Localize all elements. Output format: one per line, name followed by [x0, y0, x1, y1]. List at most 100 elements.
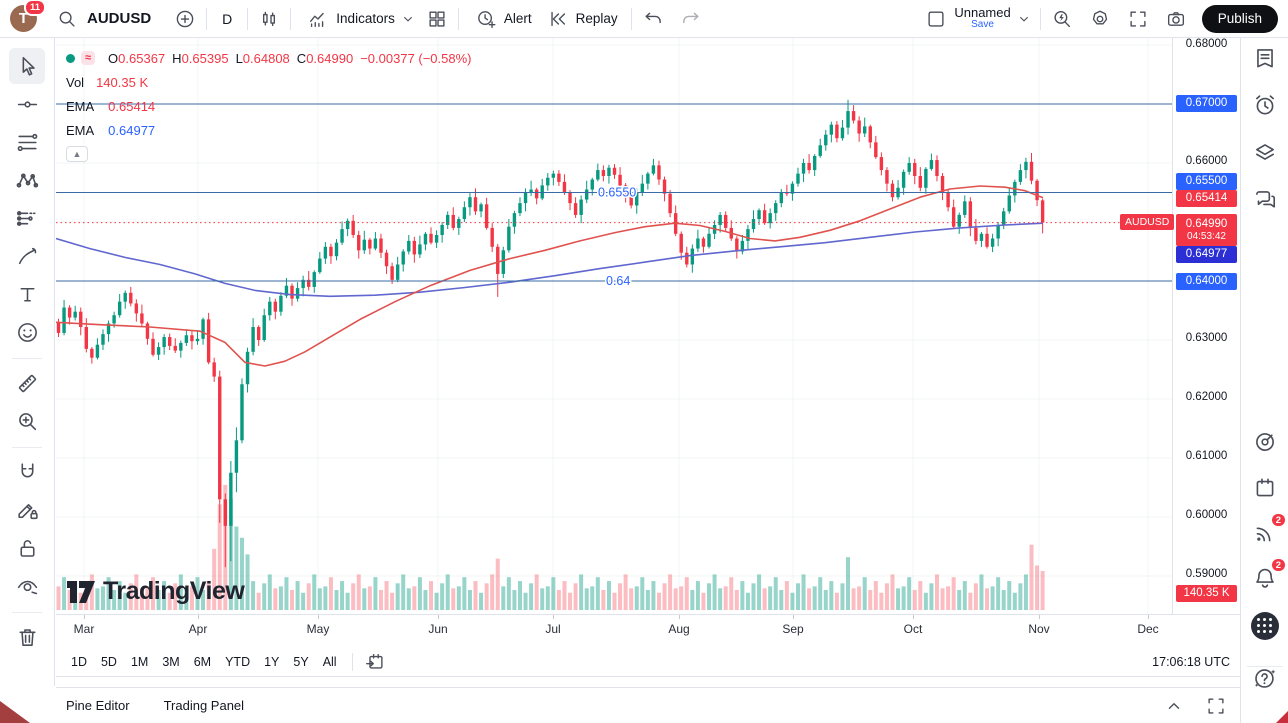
- redo-icon[interactable]: [677, 5, 705, 33]
- panel-collapse-icon[interactable]: [1160, 692, 1188, 720]
- range-button-3M[interactable]: 3M: [162, 654, 180, 669]
- panel-maximize-icon[interactable]: [1202, 692, 1230, 720]
- publish-button[interactable]: Publish: [1201, 4, 1278, 33]
- time-axis[interactable]: Mar Apr May Jun Jul Aug Sep Oct Nov Dec: [56, 614, 1240, 647]
- trend-line-tool[interactable]: [9, 86, 45, 122]
- snapshot-camera-icon[interactable]: [1162, 5, 1190, 33]
- ema-slow-legend-row[interactable]: EMA 0.64977: [66, 120, 472, 140]
- settings-gear-icon[interactable]: [1086, 5, 1114, 33]
- screener-icon[interactable]: [1251, 428, 1279, 456]
- month-tick: [318, 615, 319, 619]
- save-label: Save: [971, 19, 994, 31]
- delayed-data-icon: ≈: [81, 51, 96, 65]
- replay-button[interactable]: Replay: [538, 4, 624, 34]
- range-button-5D[interactable]: 5D: [100, 654, 117, 669]
- symbol-label: AUDUSD: [87, 10, 152, 27]
- price-badge: 0.67000: [1176, 94, 1237, 112]
- feed-icon[interactable]: 2: [1251, 514, 1285, 547]
- series-legend-row[interactable]: ≈ O0.65367 H0.65395 L0.64808 C0.64990 −0.003…: [66, 48, 472, 68]
- symbol-price-tag: AUDUSD: [1120, 214, 1175, 230]
- fullscreen-icon[interactable]: [1124, 5, 1152, 33]
- save-layout-button[interactable]: Unnamed Save: [950, 6, 1014, 30]
- emoji-tool[interactable]: [9, 314, 45, 350]
- divider: [457, 7, 459, 30]
- volume-legend-row[interactable]: Vol 140.35 K: [66, 72, 472, 92]
- xabcd-pattern-tool[interactable]: [9, 162, 45, 198]
- symbol-search-button[interactable]: AUDUSD: [47, 4, 157, 34]
- corner-artifact-right: [1276, 711, 1288, 723]
- month-tick: [1039, 615, 1040, 619]
- chart-legend: ≈ O0.65367 H0.65395 L0.64808 C0.64990 −0.003…: [66, 48, 472, 162]
- svg-text:0.64: 0.64: [606, 274, 630, 288]
- indicators-icon: [304, 5, 332, 33]
- chart-pane[interactable]: 0.6550 0.64 ≈ O0.65367 H0.65395 L0.64808 C0.…: [56, 38, 1172, 614]
- chevron-down-icon[interactable]: [399, 5, 417, 33]
- candlestick-chart[interactable]: 0.6550 0.64: [56, 38, 1172, 614]
- range-button-YTD[interactable]: YTD: [225, 654, 251, 669]
- undo-icon[interactable]: [639, 5, 667, 33]
- market-status-icon: [66, 53, 75, 63]
- drawing-mode-tool[interactable]: [9, 492, 45, 528]
- magnet-tool[interactable]: [9, 454, 45, 490]
- fib-retracement-tool[interactable]: [9, 124, 45, 160]
- object-tree-icon[interactable]: [1251, 138, 1279, 166]
- ema-fast-legend-row[interactable]: EMA 0.65414: [66, 96, 472, 116]
- price-axis[interactable]: 0.68000 0.66000 0.63000 0.62000 0.61000 0.600…: [1120, 38, 1240, 633]
- help-icon[interactable]: [1251, 664, 1279, 692]
- month-label: Apr: [188, 622, 208, 636]
- remove-objects-tool[interactable]: [9, 619, 45, 655]
- ema-slow-label: EMA: [66, 122, 95, 138]
- range-button-1Y[interactable]: 1Y: [264, 654, 280, 669]
- price-axis-label: 0.60000: [1185, 509, 1228, 521]
- projection-tool[interactable]: [9, 200, 45, 236]
- add-symbol-icon[interactable]: [171, 5, 199, 33]
- tab-pine-editor[interactable]: Pine Editor: [66, 698, 130, 713]
- price-badge: 140.35 K: [1176, 584, 1237, 602]
- chart-style-icon[interactable]: [255, 5, 283, 33]
- text-tool-tool[interactable]: [9, 276, 45, 312]
- price-axis-label: 0.62000: [1185, 391, 1228, 403]
- quick-search-icon[interactable]: [1048, 5, 1076, 33]
- user-avatar[interactable]: T 11: [10, 0, 46, 32]
- watchlist-icon[interactable]: [1251, 44, 1279, 72]
- range-button-All[interactable]: All: [322, 654, 337, 669]
- calendar-icon[interactable]: [1251, 474, 1279, 502]
- legend-collapse-button[interactable]: ▲: [66, 146, 88, 162]
- goto-date-icon[interactable]: [361, 648, 389, 676]
- range-button-5Y[interactable]: 5Y: [293, 654, 309, 669]
- hide-drawings-tool[interactable]: [9, 568, 45, 604]
- alerts-icon[interactable]: [1251, 91, 1279, 119]
- layout-icon[interactable]: [922, 5, 950, 33]
- ruler-tool[interactable]: [9, 365, 45, 401]
- price-badge: 0.65500: [1176, 172, 1237, 190]
- clock-utc[interactable]: 17:06:18 UTC: [1152, 654, 1230, 669]
- sidebar-divider: [1247, 666, 1283, 667]
- price-axis-label: 0.59000: [1185, 568, 1228, 580]
- apps-icon[interactable]: [1251, 612, 1279, 640]
- ema-fast-label: EMA: [66, 98, 95, 114]
- cursor-tool[interactable]: [9, 48, 45, 84]
- notifications-icon[interactable]: 2: [1251, 559, 1285, 592]
- range-button-6M[interactable]: 6M: [193, 654, 212, 669]
- count-badge: 2: [1271, 559, 1285, 571]
- layout-menu-chevron-icon[interactable]: [1015, 5, 1033, 33]
- price-axis-label: 0.68000: [1185, 38, 1228, 50]
- toolbar-divider: [12, 447, 42, 448]
- tradingview-logo-icon: [67, 580, 95, 603]
- alert-button[interactable]: Alert: [466, 4, 538, 34]
- range-button-1M[interactable]: 1M: [130, 654, 149, 669]
- brush-tool[interactable]: [9, 238, 45, 274]
- search-icon: [53, 5, 81, 33]
- range-button-1D[interactable]: 1D: [71, 654, 87, 669]
- watermark-text: TradingView: [103, 577, 245, 605]
- interval-button[interactable]: D: [214, 4, 240, 34]
- toolbar-divider: [12, 612, 42, 613]
- tab-trading-panel[interactable]: Trading Panel: [163, 698, 245, 713]
- chat-icon[interactable]: [1251, 185, 1279, 213]
- lock-all-tool[interactable]: [9, 530, 45, 566]
- indicators-button[interactable]: Indicators: [298, 4, 423, 34]
- zoom-in-tool[interactable]: [9, 403, 45, 439]
- bottom-panel-bar: Pine Editor Trading Panel: [56, 687, 1240, 723]
- templates-icon[interactable]: [423, 5, 451, 33]
